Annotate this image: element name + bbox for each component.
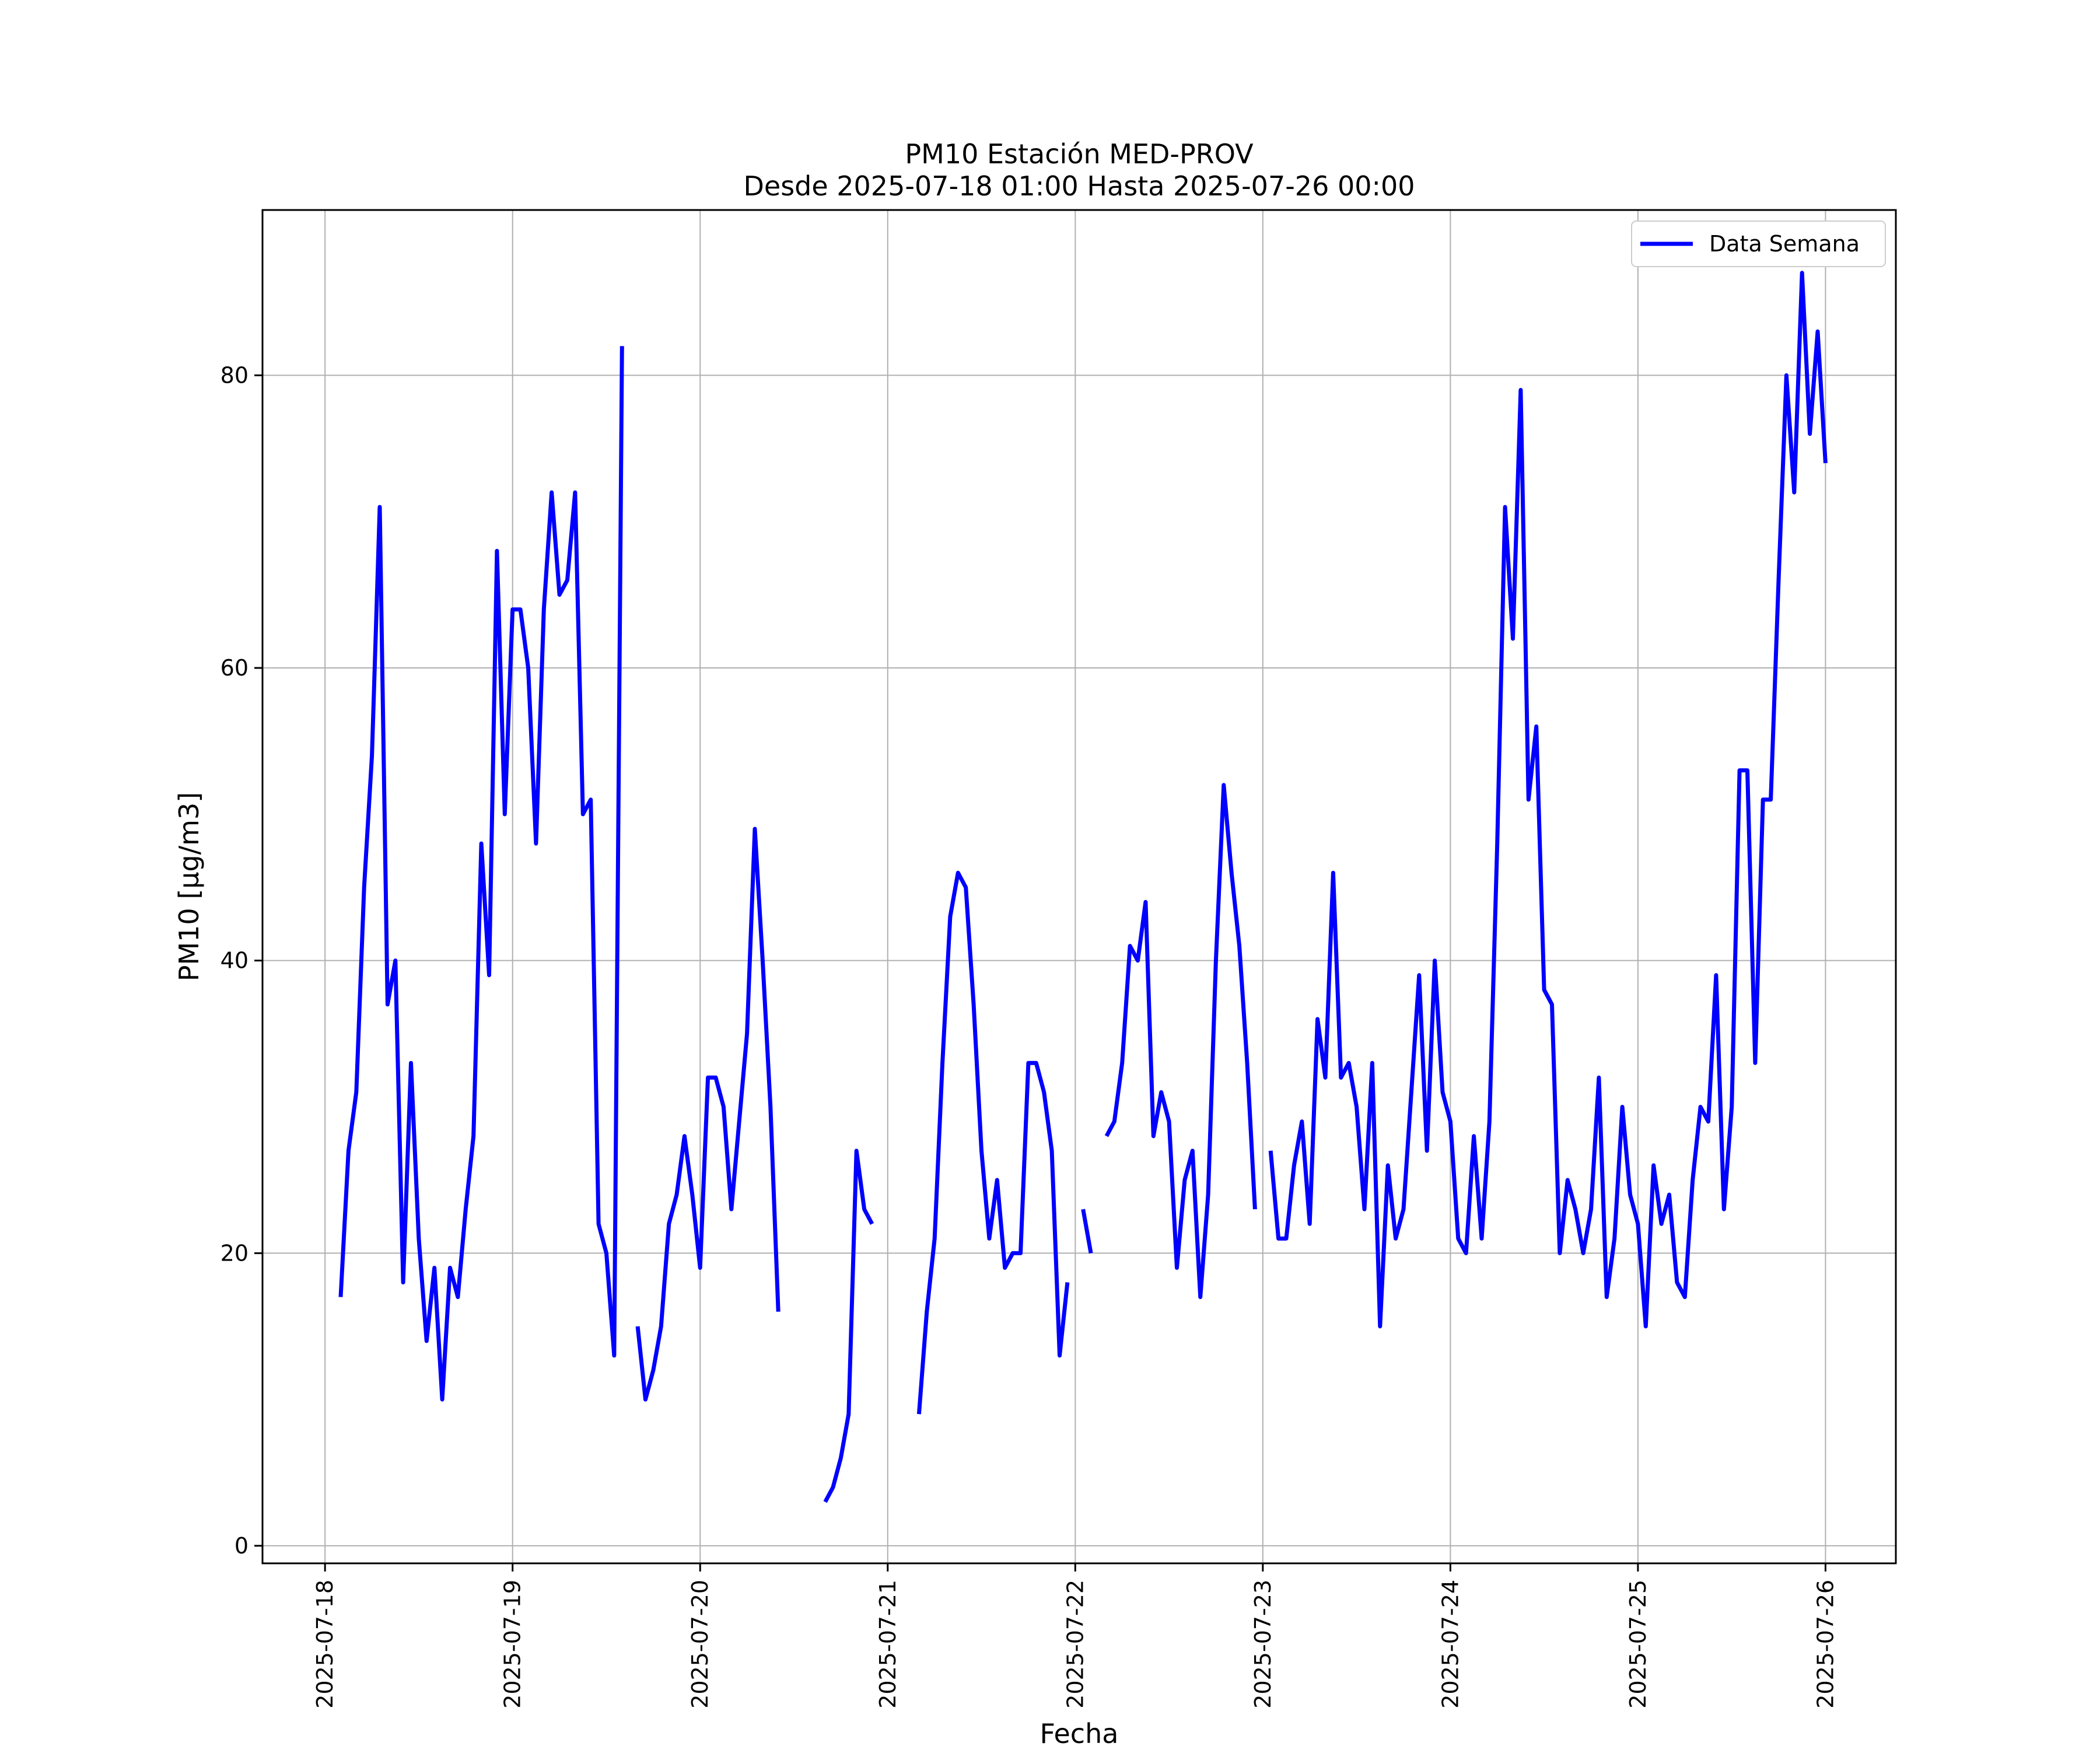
legend-box — [1631, 220, 1886, 267]
chart-title: PM10 Estación MED-PROV — [905, 138, 1254, 170]
x-tick-label: 2025-07-19 — [500, 1580, 526, 1709]
legend-label: Data Semana — [1709, 231, 1860, 257]
y-tick-label: 60 — [220, 655, 249, 681]
chart-subtitle: Desde 2025-07-18 01:00 Hasta 2025-07-26 … — [743, 170, 1415, 202]
series-line-segment — [1268, 271, 1828, 1329]
legend: Data Semana — [1631, 220, 1886, 267]
y-axis-label: PM10 [μg/m3] — [173, 792, 205, 982]
x-axis-ticks: 2025-07-18 2025-07-19 2025-07-20 2025-07-21… — [312, 1563, 1838, 1709]
x-tick-label: 2025-07-18 — [312, 1580, 338, 1709]
series-line-segment — [916, 870, 1070, 1415]
x-tick-label: 2025-07-20 — [687, 1580, 713, 1709]
series-line-segment — [635, 827, 780, 1402]
y-tick-label: 20 — [220, 1240, 249, 1266]
series-line-segment — [338, 346, 624, 1402]
y-tick-label: 0 — [235, 1533, 249, 1559]
x-tick-label: 2025-07-25 — [1625, 1580, 1651, 1709]
y-tick-label: 80 — [220, 362, 249, 388]
x-tick-label: 2025-07-21 — [875, 1580, 901, 1709]
series-layer — [338, 271, 1828, 1503]
y-tick-label: 40 — [220, 948, 249, 974]
x-tick-label: 2025-07-26 — [1812, 1580, 1838, 1709]
x-tick-label: 2025-07-22 — [1062, 1580, 1088, 1709]
y-axis-ticks: 0 20 40 60 80 — [220, 362, 262, 1559]
series-line-segment — [1104, 783, 1257, 1299]
x-axis-label: Fecha — [1040, 1718, 1119, 1749]
x-tick-label: 2025-07-24 — [1437, 1580, 1463, 1709]
plot-frame — [261, 209, 1897, 1564]
series-line-segment — [1081, 1209, 1093, 1254]
series-line-segment — [823, 1149, 874, 1503]
x-tick-label: 2025-07-23 — [1250, 1580, 1276, 1709]
